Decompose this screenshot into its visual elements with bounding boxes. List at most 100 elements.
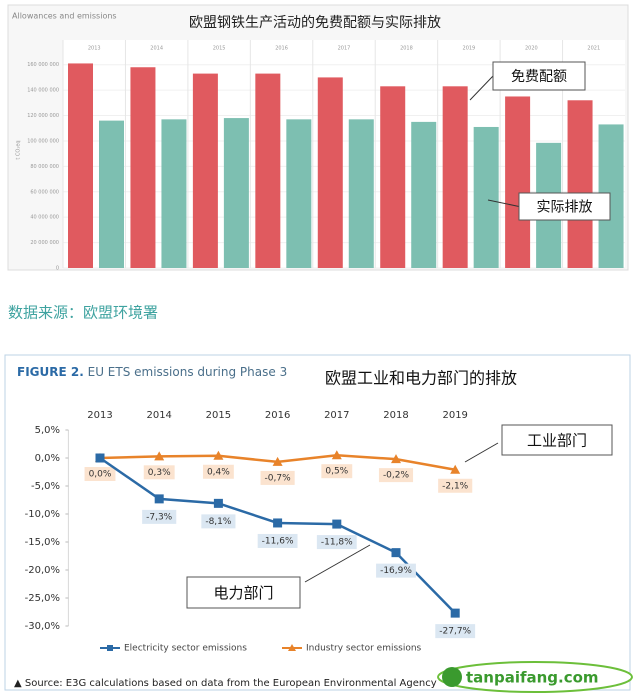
- bar: [317, 77, 343, 268]
- value-label-box: [257, 533, 298, 548]
- annotation: 电力部门: [213, 584, 273, 602]
- value-label-box: [321, 464, 353, 479]
- annotation: 实际排放: [537, 200, 593, 216]
- y-axis-label: t CO₂eq: [16, 140, 22, 159]
- value-label: 0,5%: [325, 467, 348, 477]
- bar: [567, 100, 593, 269]
- value-label-box: [316, 535, 357, 550]
- chart-title: FIGURE 2. EU ETS emissions during Phase …: [17, 365, 287, 379]
- y-tick-label: -15,0%: [25, 537, 60, 548]
- x-tick-label: 2013: [87, 410, 112, 421]
- y-tick-label: 40 000 000: [30, 215, 59, 221]
- y-tick-label: 20 000 000: [30, 240, 59, 246]
- watermark: tanpaifang.com: [466, 669, 599, 687]
- y-tick-label: 140 000 000: [27, 88, 59, 94]
- x-tick-label: 2016: [265, 410, 290, 421]
- annotation-line: [464, 442, 499, 463]
- source-note: ▲ Source: E3G calculations based on data…: [14, 678, 437, 689]
- x-tick-label: 2018: [383, 410, 408, 421]
- bar: [68, 63, 93, 268]
- chart-title: Allowances and emissions: [12, 12, 117, 21]
- annotation-box: [518, 192, 611, 221]
- value-label-box: [260, 470, 295, 485]
- x-tick-label: 2013: [88, 46, 101, 52]
- marker: [213, 450, 224, 460]
- marker: [391, 548, 401, 558]
- x-tick-label: 2015: [206, 410, 231, 421]
- marker: [332, 519, 342, 529]
- x-tick-label: 2017: [338, 46, 351, 52]
- annotation: 工业部门: [527, 432, 587, 450]
- annotation-box: [492, 61, 586, 91]
- value-label: 0,4%: [207, 467, 230, 477]
- x-tick-label: 2015: [213, 46, 226, 52]
- value-label: -0,7%: [265, 473, 292, 483]
- value-label-box: [435, 624, 476, 639]
- value-label: -0,2%: [383, 471, 410, 481]
- legend-label: Electricity sector emissions: [124, 644, 247, 654]
- value-label-box: [142, 509, 177, 524]
- bar: [473, 126, 499, 268]
- y-tick-label: 5,0%: [35, 425, 60, 436]
- annotation-box: [186, 576, 301, 609]
- annotation-line: [487, 199, 520, 207]
- x-tick-label: 2018: [400, 46, 413, 52]
- chart-subtitle: 欧盟钢铁生产活动的免费配额与实际排放: [189, 15, 441, 31]
- marker: [272, 456, 283, 466]
- value-label-box: [378, 468, 414, 483]
- y-tick-label: 0,0%: [35, 453, 60, 464]
- y-tick-label: 160 000 000: [27, 62, 59, 68]
- value-label: -8,1%: [205, 517, 232, 527]
- y-tick-label: 0: [56, 266, 59, 272]
- watermark-badge: [437, 661, 633, 693]
- bar: [411, 121, 437, 268]
- annotation-line: [304, 544, 371, 583]
- marker: [154, 451, 165, 461]
- watermark-icon: [442, 667, 462, 687]
- bar: [255, 73, 281, 268]
- value-label: 0,3%: [148, 468, 171, 478]
- value-label-box: [84, 467, 116, 481]
- legend-marker: [107, 645, 113, 651]
- x-tick-label: 2017: [324, 410, 349, 421]
- marker: [450, 464, 461, 474]
- marker: [331, 450, 342, 460]
- bar: [161, 119, 187, 268]
- marker: [95, 453, 105, 463]
- marker: [391, 454, 401, 464]
- value-label-box: [143, 465, 175, 480]
- bar: [130, 67, 156, 268]
- x-tick-label: 2014: [150, 46, 163, 52]
- bar: [286, 119, 312, 268]
- x-tick-label: 2019: [463, 46, 476, 52]
- y-tick-label: -5,0%: [31, 481, 60, 492]
- x-tick-label: 2020: [525, 46, 538, 52]
- bar: [348, 119, 374, 268]
- bar: [442, 86, 468, 269]
- x-tick-label: 2014: [146, 410, 171, 421]
- marker: [273, 518, 283, 528]
- bar: [192, 73, 218, 268]
- y-tick-label: 60 000 000: [30, 189, 59, 195]
- value-label: -27,7%: [439, 627, 471, 637]
- legend-marker: [288, 644, 296, 651]
- legend-label: Industry sector emissions: [306, 644, 422, 654]
- bar: [223, 118, 249, 268]
- y-tick-label: 100 000 000: [27, 138, 59, 144]
- y-tick-label: -30,0%: [25, 621, 60, 632]
- value-label: -7,3%: [146, 512, 173, 522]
- y-tick-label: -20,0%: [25, 565, 60, 576]
- annotation-box: [501, 424, 613, 456]
- chart-subtitle: 欧盟工业和电力部门的排放: [325, 369, 517, 388]
- y-tick-label: -10,0%: [25, 509, 60, 520]
- value-label: -11,8%: [321, 538, 353, 548]
- value-label: -2,1%: [442, 481, 469, 491]
- marker: [154, 494, 164, 504]
- x-tick-label: 2016: [275, 46, 288, 52]
- value-label: 0,0%: [89, 470, 112, 480]
- y-tick-label: -25,0%: [25, 593, 60, 604]
- title-text: EU ETS emissions during Phase 3: [88, 365, 288, 379]
- value-label: -16,9%: [380, 566, 412, 576]
- bar: [380, 86, 406, 269]
